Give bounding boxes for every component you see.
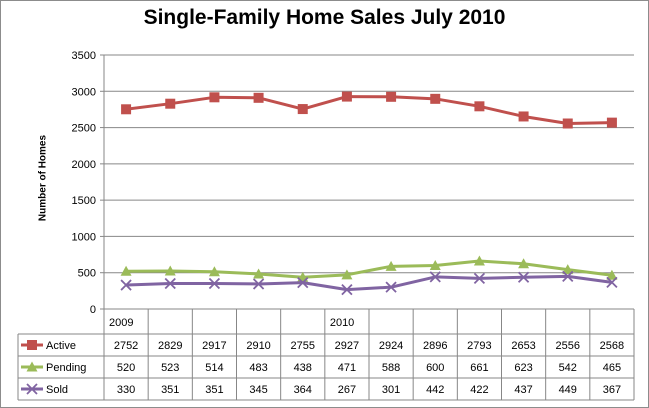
- marker-active: [209, 92, 220, 103]
- y-tick-label: 1000: [72, 231, 96, 243]
- marker-sold: [252, 278, 265, 290]
- table-value-active: 2793: [467, 340, 491, 352]
- marker-sold: [517, 271, 530, 283]
- marker-active: [341, 91, 352, 102]
- table-value-active: 2752: [114, 340, 138, 352]
- table-value-sold: 345: [249, 384, 267, 396]
- marker-sold: [429, 271, 441, 283]
- series-line-pending: [126, 259, 613, 279]
- category-label: 2010: [330, 317, 354, 329]
- table-value-pending: 542: [559, 362, 577, 374]
- table-value-active: 2829: [158, 340, 182, 352]
- table-value-pending: 600: [426, 362, 444, 374]
- marker-active: [165, 98, 176, 109]
- table-value-sold: 367: [603, 384, 621, 396]
- legend-marker-active: [27, 340, 37, 350]
- marker-active: [518, 111, 529, 122]
- legend-label-sold: Sold: [46, 384, 68, 396]
- table-value-sold: 301: [382, 384, 400, 396]
- table-value-active: 2755: [291, 340, 315, 352]
- marker-sold: [473, 272, 486, 285]
- table-value-pending: 523: [161, 362, 179, 374]
- marker-active: [606, 117, 617, 128]
- marker-sold: [208, 277, 221, 290]
- marker-sold: [562, 270, 574, 283]
- table-value-sold: 267: [338, 384, 356, 396]
- y-tick-label: 2500: [72, 123, 96, 135]
- table-value-active: 2556: [556, 340, 580, 352]
- table-value-pending: 438: [294, 362, 312, 374]
- table-value-active: 2910: [246, 340, 270, 352]
- table-value-pending: 661: [470, 362, 488, 374]
- marker-active: [562, 118, 573, 129]
- table-value-active: 2896: [423, 340, 447, 352]
- y-tick-label: 0: [90, 304, 96, 316]
- marker-pending: [341, 269, 353, 280]
- series-line-sold: [126, 274, 613, 292]
- table-value-pending: 588: [382, 362, 400, 374]
- marker-sold: [297, 276, 309, 289]
- y-tick-label: 500: [78, 268, 96, 280]
- category-label: 2009: [109, 317, 133, 329]
- table-value-pending: 514: [205, 362, 223, 374]
- marker-sold: [120, 279, 132, 291]
- marker-active: [474, 101, 485, 112]
- table-value-active: 2927: [335, 340, 359, 352]
- legend-label-pending: Pending: [46, 362, 86, 374]
- marker-pending: [208, 266, 220, 277]
- marker-pending: [518, 258, 530, 269]
- table-value-active: 2917: [202, 340, 226, 352]
- marker-pending: [253, 268, 265, 279]
- marker-active: [297, 104, 308, 115]
- y-tick-label: 3000: [72, 86, 96, 98]
- marker-pending: [164, 265, 176, 276]
- table-value-active: 2568: [600, 340, 624, 352]
- y-tick-label: 3500: [72, 50, 96, 62]
- marker-pending: [120, 265, 132, 276]
- marker-active: [430, 93, 441, 104]
- table-value-active: 2924: [379, 340, 403, 352]
- table-value-pending: 471: [338, 362, 356, 374]
- table-value-sold: 422: [470, 384, 488, 396]
- table-value-sold: 351: [205, 384, 223, 396]
- table-value-pending: 623: [514, 362, 532, 374]
- marker-sold: [606, 276, 618, 289]
- marker-sold: [385, 281, 397, 293]
- table-value-pending: 483: [249, 362, 267, 374]
- marker-active: [386, 91, 397, 102]
- marker-active: [253, 92, 264, 103]
- y-tick-label: 2000: [72, 159, 96, 171]
- marker-pending: [429, 259, 441, 270]
- table-value-sold: 449: [559, 384, 577, 396]
- marker-pending: [473, 255, 485, 266]
- table-value-sold: 330: [117, 384, 135, 396]
- legend-marker-sold: [26, 383, 38, 395]
- marker-sold: [341, 283, 353, 296]
- table-value-pending: 465: [603, 362, 621, 374]
- legend-label-active: Active: [46, 340, 76, 352]
- table-value-active: 2653: [511, 340, 535, 352]
- table-value-pending: 520: [117, 362, 135, 374]
- y-tick-label: 1500: [72, 195, 96, 207]
- marker-active: [121, 104, 132, 115]
- table-value-sold: 437: [514, 384, 532, 396]
- marker-pending: [606, 269, 618, 280]
- legend-marker-pending: [26, 361, 38, 372]
- marker-sold: [164, 277, 176, 290]
- table-value-sold: 364: [294, 384, 312, 396]
- table-value-sold: 351: [161, 384, 179, 396]
- marker-pending: [562, 264, 574, 275]
- series-line-active: [125, 95, 612, 126]
- marker-pending: [385, 260, 397, 271]
- chart-title: Single-Family Home Sales July 2010: [143, 6, 506, 29]
- table-value-sold: 442: [426, 384, 444, 396]
